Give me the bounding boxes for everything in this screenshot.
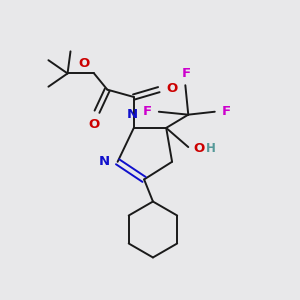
Text: F: F [222,105,231,118]
Text: O: O [78,58,90,70]
Text: O: O [194,142,205,155]
Text: F: F [182,67,191,80]
Text: F: F [142,105,152,118]
Text: N: N [99,155,110,168]
Text: H: H [206,142,216,155]
Text: O: O [88,118,100,130]
Text: N: N [127,108,138,122]
Text: O: O [166,82,177,95]
